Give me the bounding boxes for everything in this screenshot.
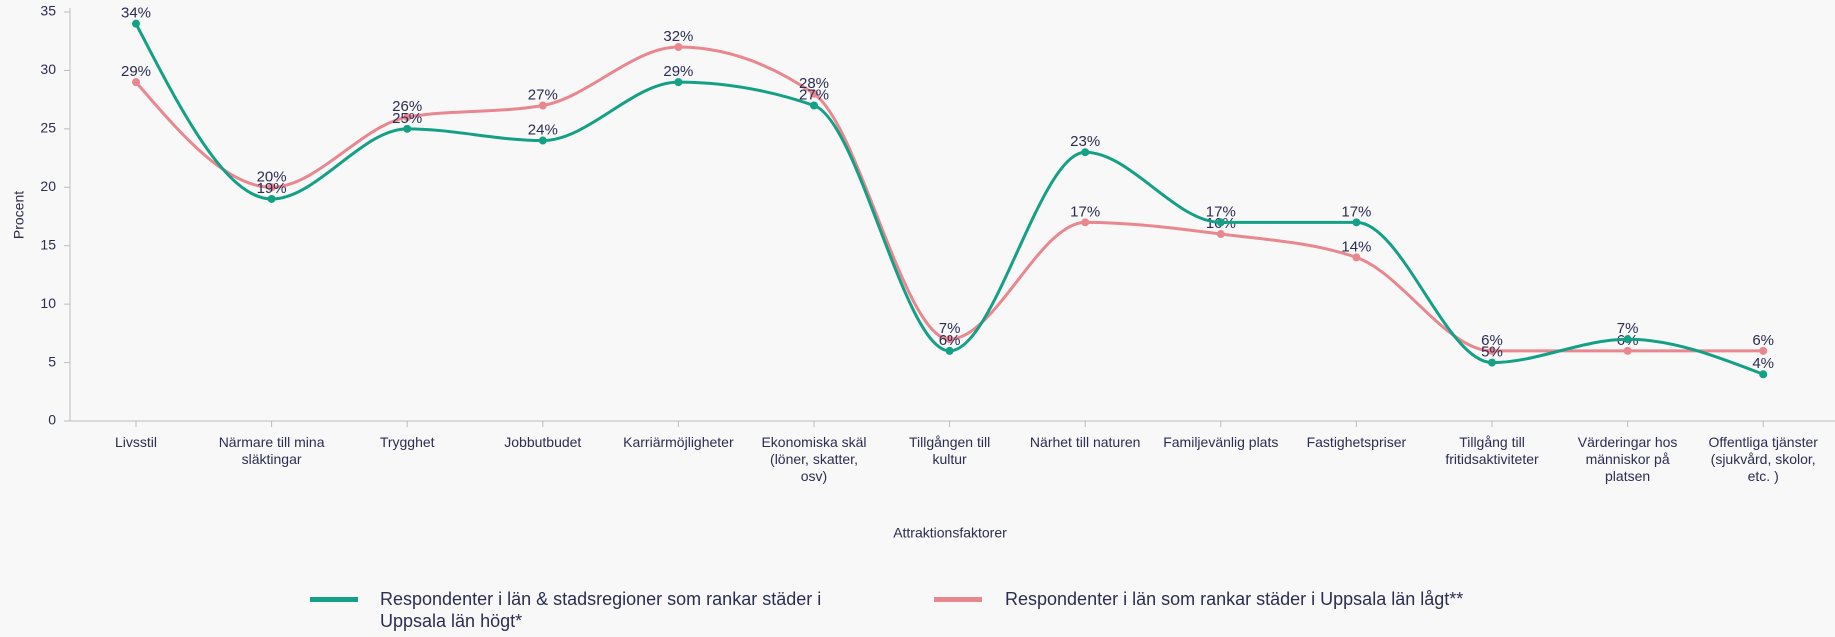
data-point bbox=[1352, 218, 1361, 227]
data-point bbox=[674, 78, 683, 87]
data-label: 34% bbox=[121, 5, 151, 22]
y-tick-label: 35 bbox=[40, 3, 56, 19]
data-point bbox=[267, 183, 276, 192]
data-label: 14% bbox=[1341, 238, 1371, 255]
x-tick-label: Offentliga tjänster (sjukvård, skolor, e… bbox=[1708, 434, 1818, 484]
x-tick-label: Värderingar hos människor på platsen bbox=[1577, 434, 1678, 484]
data-point bbox=[538, 101, 547, 110]
y-axis-label: Procent bbox=[11, 191, 27, 239]
x-tick-label: Trygghet bbox=[379, 434, 435, 450]
y-tick-label: 20 bbox=[40, 178, 56, 194]
x-tick-label: Tillgång till fritidsaktiviteter bbox=[1445, 434, 1539, 467]
y-tick-label: 30 bbox=[40, 61, 56, 77]
x-tick-label: Livsstil bbox=[114, 434, 157, 450]
y-tick-label: 5 bbox=[48, 353, 56, 369]
data-point bbox=[1352, 253, 1361, 262]
y-tick-label: 25 bbox=[40, 120, 56, 136]
data-point bbox=[1216, 230, 1225, 239]
y-tick-label: 0 bbox=[48, 412, 56, 428]
x-tick-label: Närhet till naturen bbox=[1029, 434, 1141, 450]
data-label: 27% bbox=[528, 86, 558, 103]
y-tick-label: 10 bbox=[40, 295, 56, 311]
data-point bbox=[403, 113, 412, 122]
data-point bbox=[810, 101, 818, 110]
data-label: 17% bbox=[1206, 203, 1236, 220]
data-label: 17% bbox=[1070, 203, 1100, 220]
data-point bbox=[403, 124, 412, 133]
data-label: 27% bbox=[799, 86, 829, 103]
data-label: 4% bbox=[1752, 355, 1774, 372]
legend-label: Respondenter i län som rankar städer i U… bbox=[1005, 589, 1464, 609]
data-point bbox=[945, 335, 954, 344]
data-label: 19% bbox=[257, 180, 287, 197]
data-point bbox=[945, 346, 954, 355]
x-tick-label: Närmare till mina släktingar bbox=[218, 434, 325, 467]
data-label: 6% bbox=[1752, 332, 1774, 349]
data-label: 28% bbox=[799, 75, 829, 92]
data-point bbox=[1488, 346, 1496, 355]
data-point bbox=[1216, 218, 1225, 227]
legend-swatch bbox=[934, 597, 982, 602]
x-tick-label: Tillgången till kultur bbox=[908, 434, 991, 467]
x-tick-label: Ekonomiska skäl (löner, skatter, osv) bbox=[761, 434, 867, 484]
data-point bbox=[1081, 148, 1090, 157]
data-point bbox=[1081, 218, 1090, 227]
x-tick-label: Familjevänlig plats bbox=[1163, 434, 1279, 450]
data-label: 7% bbox=[1617, 320, 1639, 337]
data-label: 6% bbox=[939, 332, 961, 349]
data-point bbox=[1759, 346, 1768, 355]
data-label: 32% bbox=[663, 28, 693, 45]
data-label: 26% bbox=[392, 98, 422, 115]
data-point bbox=[1759, 370, 1768, 379]
data-label: 20% bbox=[257, 168, 287, 185]
data-label: 29% bbox=[663, 63, 693, 80]
data-point bbox=[267, 194, 276, 203]
data-point bbox=[538, 136, 547, 145]
data-point bbox=[1623, 335, 1632, 344]
x-tick-label: Karriärmöjligheter bbox=[623, 434, 734, 450]
legend-swatch bbox=[310, 597, 358, 602]
data-label: 6% bbox=[1481, 332, 1503, 349]
data-point bbox=[1488, 358, 1496, 367]
data-point bbox=[674, 43, 683, 52]
data-point bbox=[1623, 346, 1632, 355]
data-label: 25% bbox=[392, 110, 422, 127]
legend-label: Respondenter i län & stadsregioner som r… bbox=[380, 589, 822, 631]
y-tick-label: 15 bbox=[40, 236, 56, 252]
x-axis-label: Attraktionsfaktorer bbox=[893, 525, 1007, 541]
data-point bbox=[132, 19, 140, 28]
data-label: 5% bbox=[1481, 344, 1503, 361]
series-line bbox=[134, 45, 1764, 353]
data-label: 24% bbox=[528, 122, 558, 139]
data-label: 23% bbox=[1070, 133, 1100, 150]
data-point bbox=[810, 89, 818, 98]
data-point bbox=[132, 78, 140, 87]
x-tick-label: Jobbutbudet bbox=[504, 434, 582, 450]
data-label: 7% bbox=[939, 320, 961, 337]
data-label: 17% bbox=[1341, 203, 1371, 220]
data-label: 29% bbox=[121, 63, 151, 80]
x-tick-label: Fastighetspriser bbox=[1306, 434, 1407, 450]
